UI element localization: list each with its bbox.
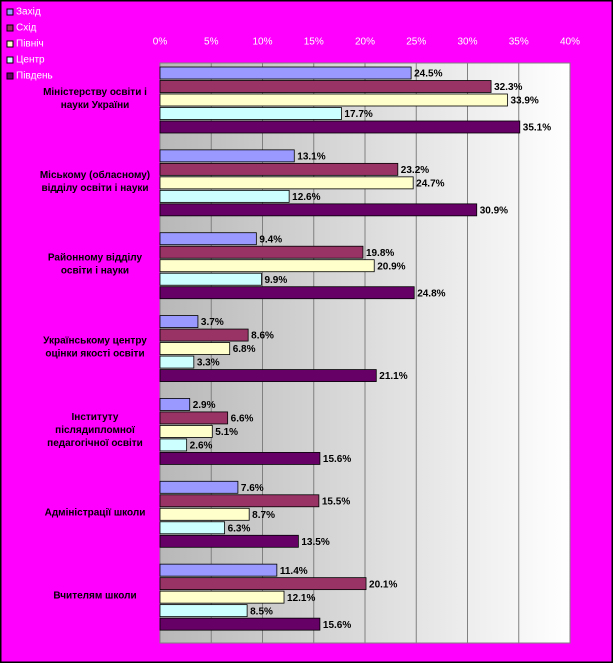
bar xyxy=(159,286,415,300)
bar xyxy=(159,425,213,438)
bar xyxy=(159,93,508,107)
legend-swatch xyxy=(6,56,14,64)
y-tick-label: Адміністрації школи xyxy=(45,507,146,518)
value-label: 2.6% xyxy=(190,441,213,452)
value-label: 6.6% xyxy=(231,414,254,425)
value-label: 33.9% xyxy=(510,96,538,107)
value-label: 24.5% xyxy=(414,69,442,80)
bar xyxy=(159,355,195,369)
bar xyxy=(159,411,229,425)
bar xyxy=(159,342,231,355)
x-tick-label: 5% xyxy=(204,37,219,48)
legend-swatch xyxy=(6,8,14,16)
bar xyxy=(159,590,285,604)
legend-swatch xyxy=(6,24,14,32)
value-label: 20.9% xyxy=(377,261,405,272)
bar xyxy=(159,604,248,618)
bar xyxy=(159,120,521,134)
bar xyxy=(159,149,295,163)
legend-label: Південь xyxy=(16,71,53,82)
bar xyxy=(159,315,199,328)
x-tick-label: 30% xyxy=(457,37,477,48)
bar xyxy=(159,176,414,190)
value-label: 5.1% xyxy=(215,427,238,438)
y-tick-label: Міністерству освіти і науки України xyxy=(43,87,147,111)
value-label: 13.1% xyxy=(297,151,325,162)
x-tick-label: 40% xyxy=(560,37,580,48)
legend-label: Центр xyxy=(16,55,45,66)
value-label: 20.1% xyxy=(369,579,397,590)
legend-swatch xyxy=(6,72,14,80)
value-label: 8.7% xyxy=(252,510,275,521)
x-tick-label: 0% xyxy=(153,37,168,48)
value-label: 15.6% xyxy=(323,620,351,631)
legend-label: Схід xyxy=(16,23,36,34)
value-label: 13.5% xyxy=(301,537,329,548)
bar xyxy=(159,203,478,217)
value-label: 17.7% xyxy=(344,109,372,120)
value-label: 11.4% xyxy=(280,566,308,577)
bar xyxy=(159,107,342,120)
value-label: 21.1% xyxy=(379,371,407,382)
value-label: 23.2% xyxy=(401,165,429,176)
bar xyxy=(159,245,364,259)
bar xyxy=(159,507,250,521)
x-tick-label: 15% xyxy=(304,37,324,48)
value-label: 9.9% xyxy=(264,275,287,286)
value-label: 12.6% xyxy=(292,192,320,203)
bar xyxy=(159,328,249,342)
value-label: 32.3% xyxy=(494,82,522,93)
value-label: 7.6% xyxy=(241,483,264,494)
value-label: 8.5% xyxy=(250,606,273,617)
bar xyxy=(159,534,299,548)
y-tick-label: Інституту післядипломної педагогічної осві… xyxy=(47,411,143,448)
value-label: 19.8% xyxy=(366,248,394,259)
value-label: 6.3% xyxy=(228,523,251,534)
bar xyxy=(159,480,239,494)
value-label: 12.1% xyxy=(287,593,315,604)
y-tick-label: Міському (обласному) відділу освіти і нау… xyxy=(40,168,150,193)
value-label: 24.8% xyxy=(417,288,445,299)
x-tick-label: 20% xyxy=(355,37,375,48)
y-tick-label: Українському центру оцінки якості освіти xyxy=(43,335,147,359)
value-label: 9.4% xyxy=(259,234,282,245)
bar xyxy=(159,189,290,203)
bar xyxy=(159,162,399,176)
value-label: 15.6% xyxy=(323,454,351,465)
bar xyxy=(159,617,321,631)
value-label: 8.6% xyxy=(251,331,274,342)
value-label: 3.3% xyxy=(197,358,220,369)
legend-label: Північ xyxy=(16,39,44,50)
value-label: 15.5% xyxy=(322,496,350,507)
value-label: 2.9% xyxy=(193,400,216,411)
value-label: 6.8% xyxy=(233,344,256,355)
bar xyxy=(159,494,320,508)
bar xyxy=(159,259,375,273)
legend-label: Захід xyxy=(16,7,41,18)
x-tick-label: 25% xyxy=(406,37,426,48)
bar xyxy=(159,577,367,591)
bar xyxy=(159,452,321,465)
bar xyxy=(159,272,262,286)
bar xyxy=(159,521,225,535)
value-label: 3.7% xyxy=(201,317,224,328)
bar xyxy=(159,232,257,246)
y-tick-label: Районному відділу освіти і науки xyxy=(48,252,143,276)
bar xyxy=(159,66,412,80)
bar xyxy=(159,369,377,382)
bar xyxy=(159,563,278,577)
x-tick-label: 35% xyxy=(509,37,529,48)
legend-swatch xyxy=(6,40,14,48)
x-tick-label: 10% xyxy=(252,37,272,48)
bar xyxy=(159,398,191,411)
value-label: 30.9% xyxy=(480,205,508,216)
bar xyxy=(159,438,188,452)
value-label: 24.7% xyxy=(416,178,444,189)
bar xyxy=(159,80,492,93)
y-tick-label: Вчителям школи xyxy=(53,590,136,601)
value-label: 35.1% xyxy=(523,123,551,134)
